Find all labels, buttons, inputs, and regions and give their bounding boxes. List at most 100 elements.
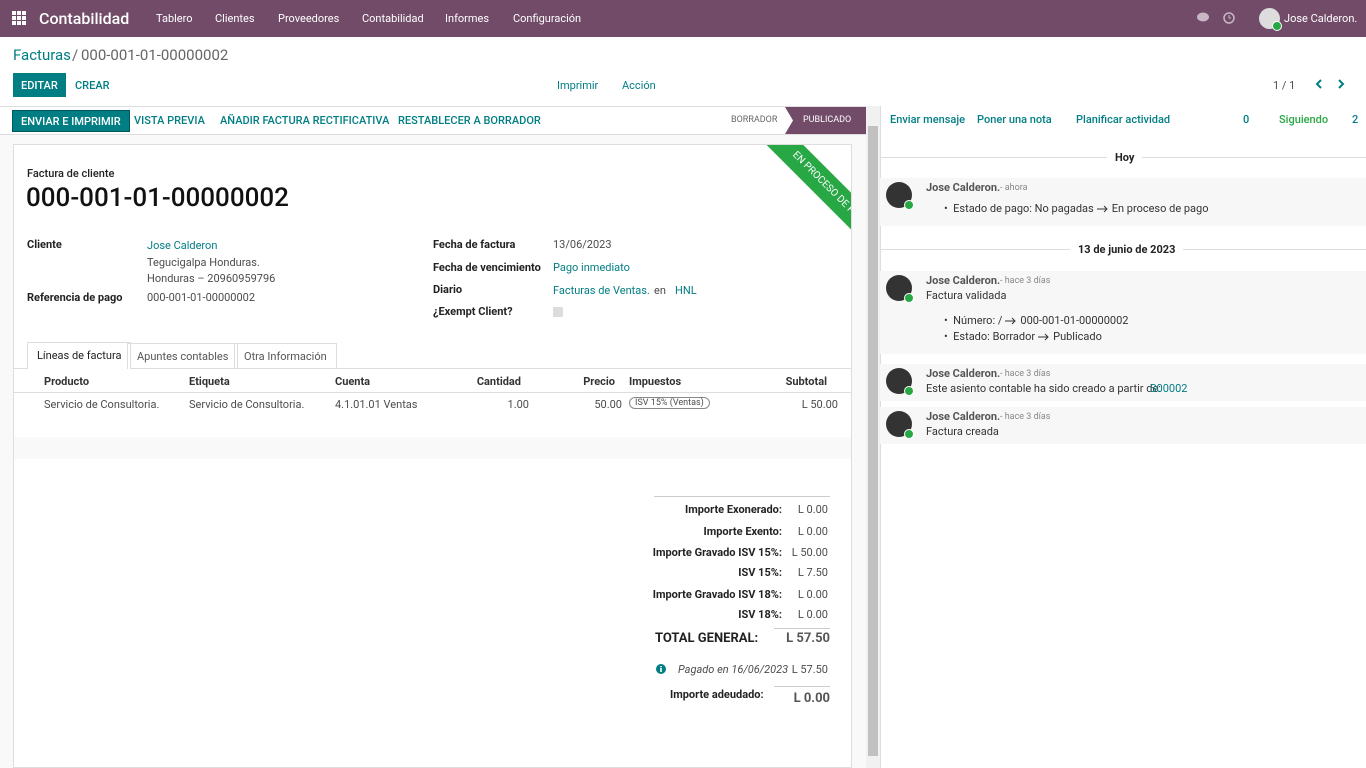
bullet: • <box>944 202 954 215</box>
attachments[interactable]: 0 <box>1243 113 1250 126</box>
menu-item[interactable]: Informes <box>445 12 490 25</box>
scrollbar[interactable] <box>866 106 880 768</box>
body: Factura creada <box>926 425 999 438</box>
journal[interactable]: Facturas de Ventas. <box>553 284 650 297</box>
total-line-label: Importe Exento: <box>703 525 782 538</box>
field-label: Fecha de factura <box>433 238 516 251</box>
breadcrumb-parent[interactable]: Facturas <box>13 46 71 64</box>
followers[interactable]: 2 <box>1352 113 1359 126</box>
tracking: • Número: / 000-001-01-00000002 <box>944 314 1128 327</box>
create-button[interactable]: CREAR <box>75 79 110 92</box>
date-separator: 13 de junio de 2023 <box>1070 243 1184 256</box>
total-value: L 57.50 <box>786 631 830 646</box>
tab-active[interactable]: Líneas de factura <box>27 342 132 369</box>
user-name[interactable]: Jose Calderon. <box>1284 12 1358 25</box>
activity-icon[interactable] <box>1223 12 1235 24</box>
navbar: Contabilidad Tablero Clientes Proveedore… <box>0 0 1366 37</box>
pager-arrows[interactable] <box>1313 78 1353 90</box>
pager: 1 / 1 <box>1273 79 1296 92</box>
edit-button[interactable]: EDITAR <box>13 73 66 97</box>
address-line: Tegucigalpa Honduras. <box>147 256 260 269</box>
total-label: TOTAL GENERAL: <box>655 631 759 646</box>
menu-item[interactable]: Configuración <box>513 12 582 25</box>
total-line-value: L 50.00 <box>791 546 828 559</box>
sheet: EN PROCESO DE PAGO Factura de cliente 00… <box>13 144 852 768</box>
chat-icon[interactable] <box>1197 12 1209 24</box>
status-button[interactable]: VISTA PREVIA <box>134 114 205 127</box>
tab[interactable]: Otra Información <box>234 343 337 369</box>
field-value: 13/06/2023 <box>553 238 612 251</box>
author[interactable]: Jose Calderon. <box>926 410 1001 423</box>
col-header[interactable]: Precio <box>583 375 615 388</box>
tab[interactable]: Apuntes contables <box>127 343 239 369</box>
stage-active[interactable]: PUBLICADO <box>803 115 852 125</box>
field-label: Diario <box>433 283 463 296</box>
menu-item[interactable]: Contabilidad <box>362 12 424 25</box>
avatar <box>886 275 914 303</box>
tracking: • Estado de pago: No pagadas En proceso d… <box>944 202 1209 215</box>
chatter-action[interactable]: Poner una nota <box>977 113 1052 126</box>
chatter-action[interactable]: Planificar actividad <box>1076 113 1171 126</box>
menu-item[interactable]: Clientes <box>215 12 255 25</box>
breadcrumb-separator: / <box>72 46 79 64</box>
author[interactable]: Jose Calderon. <box>926 181 1001 194</box>
col-header[interactable]: Producto <box>44 375 90 388</box>
payment-label: Pagado en 16/06/2023 <box>678 663 789 676</box>
client[interactable]: Jose Calderon <box>147 239 218 252</box>
payment-value: L 57.50 <box>791 663 828 676</box>
checkbox[interactable] <box>553 307 563 317</box>
author[interactable]: Jose Calderon. <box>926 274 1001 287</box>
tax-badge: ISV 15% (Ventas) <box>629 397 710 409</box>
author[interactable]: Jose Calderon. <box>926 367 1001 380</box>
total-line-label: Importe Gravado ISV 15%: <box>652 546 782 559</box>
field-label: Fecha de vencimiento <box>433 261 541 274</box>
time: - hace 3 días <box>1000 369 1051 379</box>
avatar <box>886 368 914 396</box>
col-header[interactable]: Cuenta <box>335 375 371 388</box>
ribbon-text: EN PROCESO DE PAGO <box>790 149 852 230</box>
status-button[interactable]: AÑADIR FACTURA RECTIFICATIVA <box>220 114 390 127</box>
message: Jose Calderon. - hace 3 días Este asiento … <box>880 364 1366 401</box>
total-line-label: Importe Gravado ISV 18%: <box>652 588 782 601</box>
body: Este asiento contable ha sido creado a p… <box>926 382 1161 395</box>
app-name[interactable]: Contabilidad <box>39 9 130 28</box>
avatar <box>886 182 914 210</box>
menu-item[interactable]: Tablero <box>156 12 193 25</box>
user-avatar[interactable] <box>1259 8 1282 31</box>
stage[interactable]: BORRADOR <box>731 115 778 125</box>
bullet: • <box>944 330 954 343</box>
field-value: Pago inmediato <box>553 261 630 274</box>
bullet: • <box>944 314 954 327</box>
menu-item[interactable]: Proveedores <box>278 12 340 25</box>
chatter-action[interactable]: Enviar mensaje <box>890 113 965 126</box>
col-header[interactable]: Etiqueta <box>189 375 230 388</box>
currency[interactable]: HNL <box>675 284 697 297</box>
field-label: ¿Exempt Client? <box>433 305 513 318</box>
cell: Servicio de Consultoria. <box>44 398 160 411</box>
cell: 4.1.01.01 Ventas <box>335 398 418 411</box>
total-line-value: L 7.50 <box>797 566 828 579</box>
status-button[interactable]: RESTABLECER A BORRADOR <box>398 114 541 127</box>
breadcrumb-current: 000-001-01-00000002 <box>81 46 229 64</box>
status-button[interactable]: ENVIAR E IMPRIMIR <box>12 110 130 132</box>
date-separator: Hoy <box>1107 151 1143 164</box>
following[interactable]: Siguiendo <box>1279 113 1329 126</box>
col-header[interactable]: Subtotal <box>785 375 827 388</box>
apps-icon[interactable] <box>12 11 26 25</box>
col-header[interactable]: Cantidad <box>476 375 521 388</box>
info-icon[interactable] <box>656 664 666 674</box>
statusbar: ENVIAR E IMPRIMIR VISTA PREVIA AÑADIR FA… <box>0 106 866 135</box>
tracking: • Estado: Borrador Publicado <box>944 330 1102 343</box>
print-button[interactable]: Imprimir <box>557 79 599 92</box>
ribbon: EN PROCESO DE PAGO <box>743 145 852 277</box>
tracking-field: Estado de pago: <box>953 202 1032 215</box>
col-header[interactable]: Impuestos <box>629 375 682 388</box>
cell: 1.00 <box>507 398 529 411</box>
tracking-field: Estado: <box>953 330 990 343</box>
due-value: L 0.00 <box>793 691 830 706</box>
tracking-old-value: Borrador <box>992 330 1036 343</box>
link[interactable]: S00002 <box>1150 382 1188 395</box>
action-button[interactable]: Acción <box>622 79 656 92</box>
tracking-new-value: Publicado <box>1053 330 1102 343</box>
